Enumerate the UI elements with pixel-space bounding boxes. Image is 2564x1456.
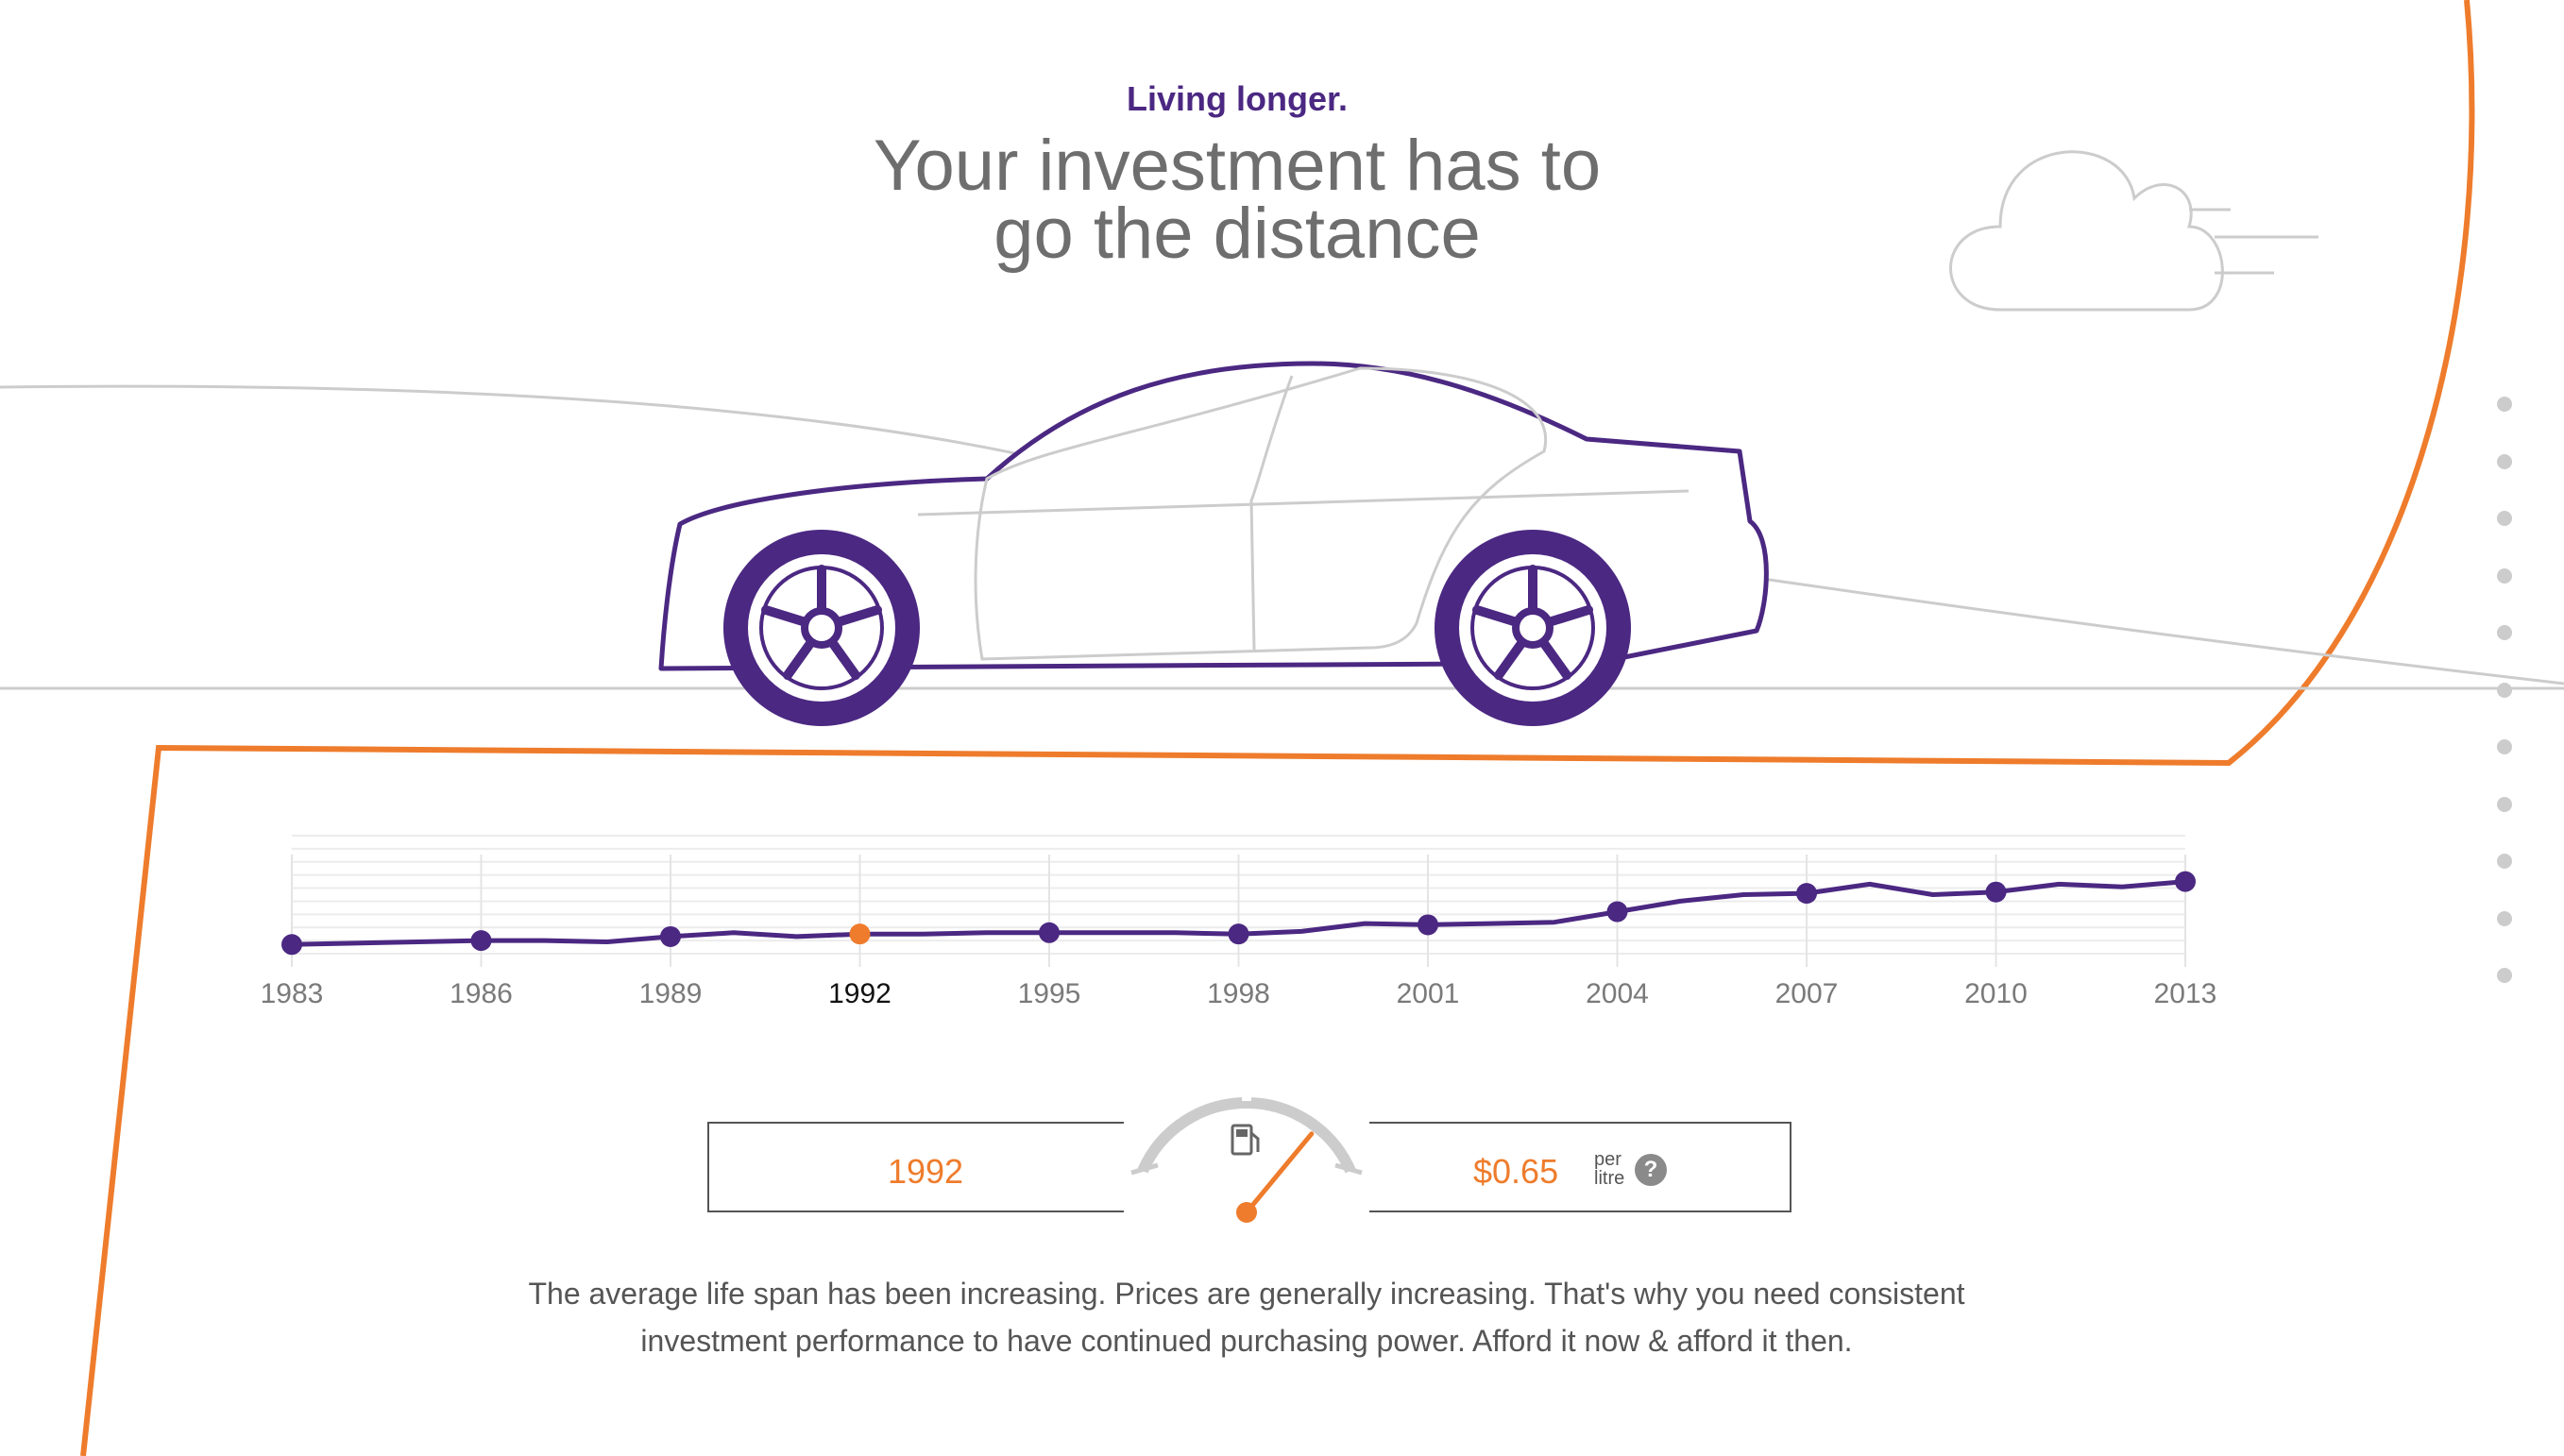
section-nav-dot[interactable]: [2497, 796, 2512, 812]
section-nav-dot[interactable]: [2497, 625, 2512, 640]
x-tick-label[interactable]: 2013: [2153, 978, 2217, 1009]
x-tick-label[interactable]: 2001: [1396, 978, 1460, 1009]
data-point-1995[interactable]: [1039, 922, 1060, 943]
car-illustration: [658, 361, 1769, 726]
gauge-needle: [1244, 1131, 1315, 1215]
car-cabin: [974, 366, 1548, 661]
data-point-2010[interactable]: [1985, 881, 2007, 903]
section-nav-dot[interactable]: [2497, 854, 2512, 869]
x-tick-label[interactable]: 1995: [1017, 978, 1081, 1009]
orange-frame-outline: [80, 0, 2475, 1456]
data-point-2007[interactable]: [1796, 883, 1817, 905]
page-title: Your investment has to go the distance: [0, 126, 2474, 274]
data-point-2004[interactable]: [1606, 901, 1628, 923]
x-tick-label[interactable]: 2004: [1586, 978, 1649, 1009]
x-tick-label[interactable]: 1989: [638, 978, 703, 1009]
x-tick-label[interactable]: 1998: [1207, 978, 1270, 1009]
x-tick-label[interactable]: 1986: [450, 978, 513, 1009]
price-unit-label: per litre: [1594, 1150, 1624, 1188]
hill-right-line: [1756, 576, 2564, 686]
cloud-icon: [1949, 150, 2318, 312]
section-nav-dot[interactable]: [2497, 567, 2512, 584]
section-nav-dot[interactable]: [2497, 910, 2512, 926]
section-nav-dot[interactable]: [2497, 397, 2512, 412]
data-point-2013[interactable]: [2175, 871, 2196, 892]
front-wheel: [1435, 530, 1631, 726]
title-line-2: go the distance: [993, 194, 1481, 274]
chart-tick-marks: [291, 855, 2186, 967]
data-point-1989[interactable]: [660, 925, 681, 947]
data-point-1986[interactable]: [470, 930, 492, 952]
x-tick-label[interactable]: 2007: [1774, 978, 1839, 1009]
help-icon[interactable]: ?: [1635, 1154, 1667, 1186]
section-nav-dot[interactable]: [2497, 968, 2512, 983]
section-eyebrow: Living longer.: [1126, 79, 1349, 118]
section-nav-dot[interactable]: [2497, 511, 2512, 526]
x-tick-label[interactable]: 1983: [260, 978, 324, 1009]
x-tick-label[interactable]: 2010: [1964, 978, 2028, 1009]
description-text: The average life span has been increasin…: [510, 1270, 1983, 1364]
data-point-1992[interactable]: [849, 923, 871, 945]
selected-year-value: 1992: [887, 1152, 964, 1191]
unit-line-2: litre: [1594, 1168, 1625, 1189]
fuel-pump-icon: [1231, 1124, 1260, 1156]
x-tick-label[interactable]: 1992: [828, 978, 891, 1009]
data-point-1983[interactable]: [281, 934, 302, 956]
section-nav-dot[interactable]: [2497, 739, 2512, 754]
section-nav-dot[interactable]: [2497, 682, 2512, 698]
unit-line-1: per: [1594, 1149, 1622, 1170]
fuel-price-value: $0.65: [1473, 1152, 1559, 1191]
fuel-gauge: [1124, 1067, 1369, 1227]
data-point-1998[interactable]: [1228, 923, 1249, 945]
chart-markers: [281, 871, 2196, 956]
title-line-1: Your investment has to: [873, 126, 1602, 206]
description-line-2: investment performance to have continued…: [640, 1324, 1853, 1358]
section-nav-dot[interactable]: [2497, 453, 2512, 469]
hill-back-line: [0, 384, 1059, 465]
rear-wheel: [723, 530, 920, 726]
price-chart: [281, 835, 2196, 967]
description-line-1: The average life span has been increasin…: [528, 1277, 1965, 1311]
data-point-2001[interactable]: [1418, 914, 1438, 936]
